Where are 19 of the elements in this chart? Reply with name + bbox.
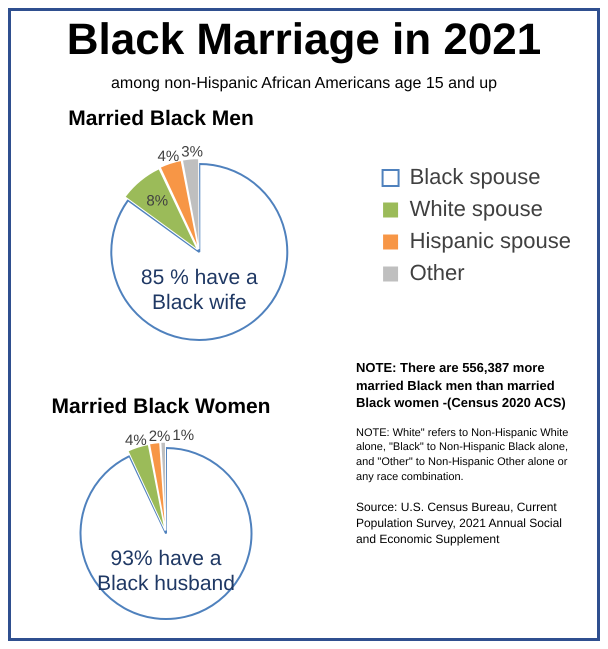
text: NOTE: White" refers to Non-Hispanic White alone, "Black" to Non-Hispanic Black alone, and "Other" to Non-Hispanic Other alone or any race combination. xyxy=(356,426,570,486)
text: 93% have a Black husband xyxy=(97,546,235,595)
text: 85 % have a Black wife xyxy=(140,266,258,314)
legend-label: Hispanic spouse xyxy=(410,228,572,254)
text: Black Marriage in 2021 xyxy=(66,15,542,65)
chart-title: Married Black Women xyxy=(50,395,272,419)
data-label: 4% xyxy=(158,148,180,166)
text: among non-Hispanic African Americans age 15 and up xyxy=(110,75,498,93)
source-note: Source: U.S. Census Bureau, Current Population Survey, 2021 Annual Social and Economic Supplement xyxy=(356,499,563,548)
data-label: 1% xyxy=(172,427,194,444)
legend-label: White spouse xyxy=(410,196,543,222)
data-label: 3% xyxy=(181,144,203,161)
text: NOTE: There are 556,387 more married Black men than married Black women -(Census 2020 ACS) xyxy=(356,359,567,412)
data-label: 8% xyxy=(146,192,168,210)
legend-label: Black spouse xyxy=(410,164,540,190)
data-label: 4% xyxy=(125,432,147,449)
data-label: 2% xyxy=(148,428,170,445)
chart-title: Married Black Men xyxy=(67,107,255,131)
legend-label: Other xyxy=(410,260,465,286)
